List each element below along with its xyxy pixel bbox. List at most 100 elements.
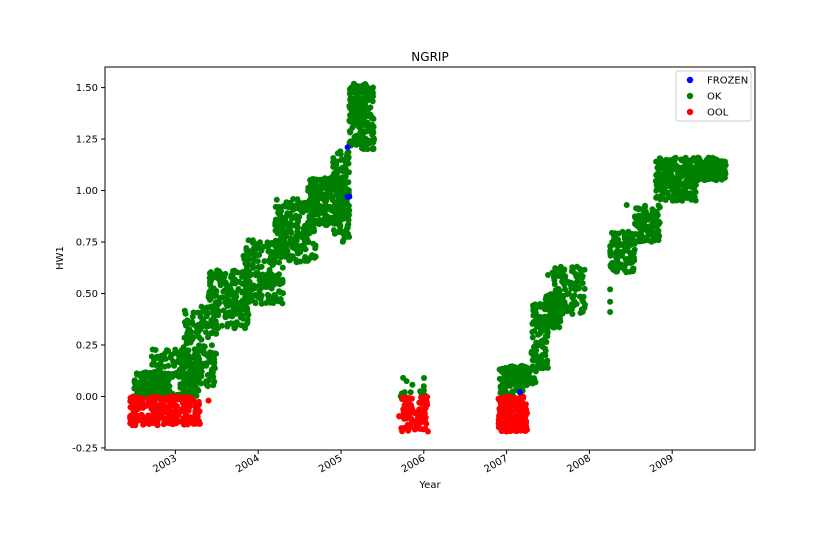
data-point [210,382,217,389]
data-point [297,203,304,210]
data-point [195,387,202,394]
data-point [242,325,248,332]
data-point [549,269,556,276]
data-point [549,318,556,325]
data-point [359,145,365,152]
data-point [186,387,193,394]
data-point [232,304,239,311]
data-point [152,394,159,401]
data-point [231,280,238,287]
data-point [195,321,202,328]
data-point [564,291,571,298]
data-point [424,428,431,435]
data-point [187,334,194,341]
data-point [544,333,551,340]
data-point [196,401,202,408]
data-point [294,196,301,203]
data-point [186,379,193,386]
data-point [133,385,140,392]
data-point [352,137,359,144]
data-point [155,414,162,420]
data-point [148,415,155,422]
data-point [655,202,662,209]
data-point [671,155,677,162]
data-point [537,340,544,347]
data-point [556,324,563,331]
data-point [512,417,518,424]
data-point [196,379,203,386]
data-point [286,239,293,246]
data-point [224,323,231,330]
y-axis-label: HW1 [55,246,66,270]
data-point [347,138,354,145]
data-point [278,220,285,227]
data-point [270,277,277,284]
data-point [152,347,159,353]
data-point [343,225,350,232]
legend-label: OOL [707,108,729,119]
data-point [618,261,625,268]
data-point [157,376,164,383]
data-point [307,203,314,210]
data-point [534,323,540,330]
data-point [678,156,684,163]
data-point [330,172,337,179]
data-point [254,258,261,265]
data-point [217,270,224,277]
data-point [370,123,377,130]
data-point [231,267,238,274]
data-point [366,124,373,131]
data-point [211,324,218,331]
data-point [559,275,566,282]
data-point [190,321,197,328]
data-point [634,218,641,224]
data-point [563,308,570,315]
data-point [291,237,298,243]
y-tick-label: 0.50 [76,289,98,300]
data-point [523,377,530,383]
data-point [228,272,235,278]
chart-title: NGRIP [411,50,448,64]
data-point [529,365,536,372]
data-point [703,160,710,167]
data-point [333,199,340,206]
data-point [180,400,186,407]
data-point [179,394,186,401]
data-point [661,186,668,193]
data-point [188,397,195,404]
data-point [345,154,352,161]
data-point [211,292,218,299]
data-point [256,277,263,284]
legend-item: OOL [686,108,729,119]
y-tick-label: -0.25 [72,443,98,454]
data-point [638,226,645,233]
data-point [258,247,265,254]
data-point [520,421,527,427]
data-point [311,254,318,261]
data-point [336,205,343,212]
data-point [211,359,218,366]
data-point [294,228,301,235]
data-point [334,150,341,157]
data-point [632,238,639,245]
data-point [168,409,175,415]
data-point [504,419,511,426]
data-point [545,272,551,278]
data-point [516,399,523,406]
data-point [619,249,626,256]
data-point [691,182,698,189]
data-point [238,306,245,313]
data-point [399,428,406,435]
data-point [276,288,282,295]
data-point [406,405,413,412]
data-point [535,331,542,338]
data-point [325,189,332,196]
data-point [166,383,173,389]
data-point [499,412,505,419]
data-point [643,223,650,230]
legend-marker [686,108,694,116]
data-point [411,426,418,433]
data-point [535,354,541,361]
data-point [182,310,189,317]
data-point [329,214,335,221]
